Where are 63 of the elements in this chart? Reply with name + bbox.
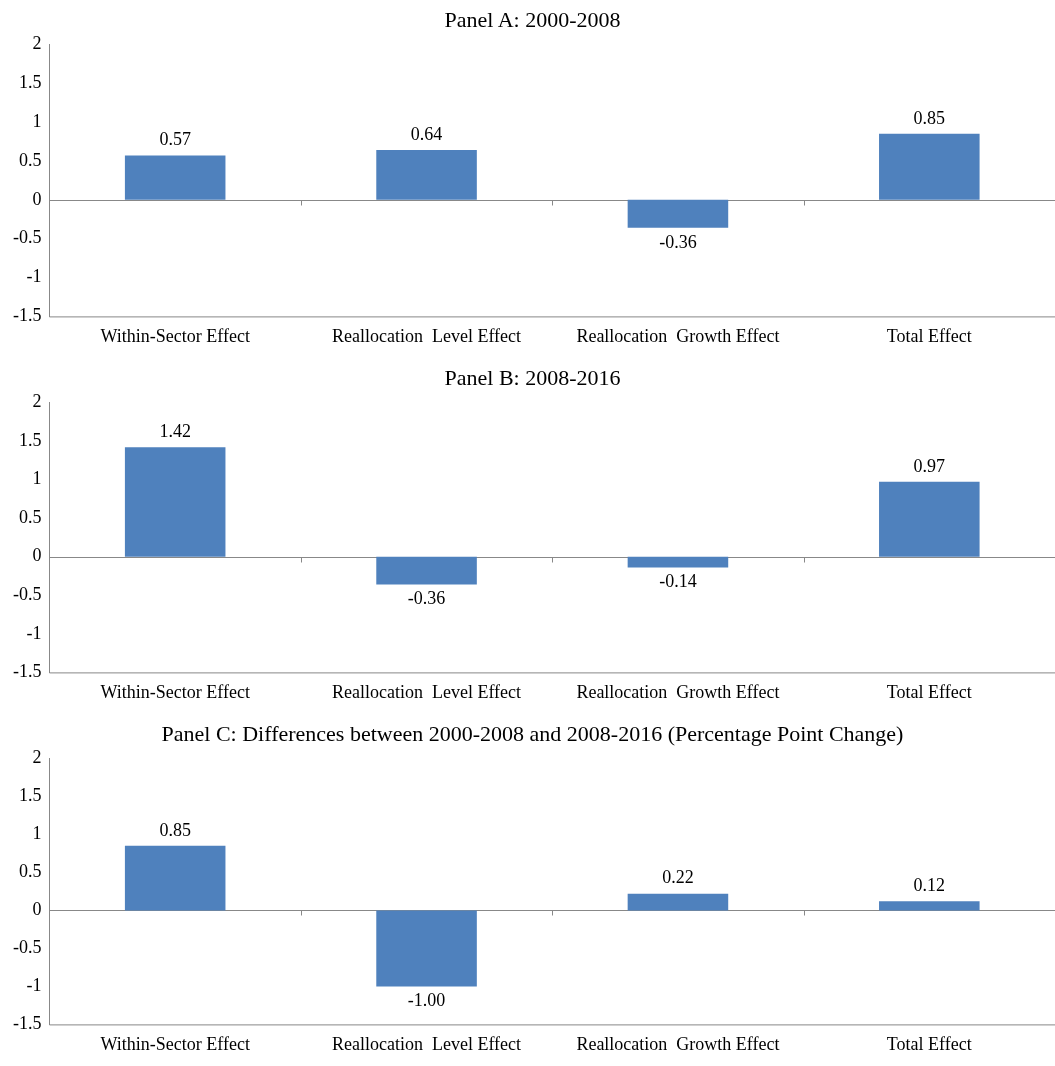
data-label: 0.22 bbox=[662, 867, 694, 888]
y-tick-label: 2 bbox=[32, 747, 42, 768]
y-tick-label: -1 bbox=[26, 266, 42, 287]
x-tick-label: Reallocation Growth Effect bbox=[576, 325, 780, 346]
bar bbox=[376, 910, 477, 987]
data-label: 0.12 bbox=[913, 875, 946, 896]
y-tick-label: 2 bbox=[32, 33, 42, 54]
y-tick-label: 0 bbox=[32, 188, 42, 209]
data-label: 0.64 bbox=[410, 123, 443, 144]
data-label: 0.57 bbox=[159, 129, 191, 150]
chart-title: Panel C: Differences between 2000-2008 and 2008-2016 (Percentage Point Change) bbox=[161, 720, 904, 746]
y-tick-label: 1 bbox=[32, 468, 42, 489]
y-tick-label: -0.5 bbox=[12, 583, 42, 604]
chart-title: Panel B: 2008-2016 bbox=[444, 364, 621, 390]
y-tick-label: 2 bbox=[32, 391, 42, 412]
bar bbox=[627, 556, 729, 568]
y-tick-label: 0.5 bbox=[18, 861, 42, 882]
y-tick-label: 1.5 bbox=[18, 429, 42, 450]
y-tick-label: -1.5 bbox=[12, 305, 42, 326]
x-tick-label: Total Effect bbox=[886, 325, 972, 346]
data-label: 0.85 bbox=[913, 107, 946, 128]
bar bbox=[124, 845, 226, 911]
x-tick-label: Total Effect bbox=[886, 1033, 972, 1054]
x-tick-label: Reallocation Growth Effect bbox=[576, 681, 780, 702]
x-tick-label: Within-Sector Effect bbox=[100, 325, 250, 346]
x-tick-label: Reallocation Level Effect bbox=[332, 1033, 522, 1054]
chart-title: Panel A: 2000-2008 bbox=[444, 6, 621, 32]
data-label: -1.00 bbox=[407, 990, 446, 1011]
y-tick-label: -1 bbox=[26, 975, 42, 996]
bar bbox=[879, 133, 980, 200]
bar bbox=[376, 150, 477, 200]
y-tick-label: -1.5 bbox=[12, 1013, 42, 1034]
x-tick-label: Within-Sector Effect bbox=[100, 681, 250, 702]
y-tick-label: 1 bbox=[32, 110, 42, 131]
bar bbox=[124, 155, 226, 200]
data-label: 0.97 bbox=[913, 455, 946, 476]
bar bbox=[124, 447, 226, 557]
y-tick-label: -1 bbox=[26, 622, 42, 643]
bar bbox=[627, 893, 729, 911]
bar bbox=[879, 481, 980, 557]
bar bbox=[627, 199, 729, 228]
data-label: -0.36 bbox=[407, 588, 446, 609]
y-tick-label: 0 bbox=[32, 545, 42, 566]
x-tick-label: Reallocation Level Effect bbox=[332, 681, 522, 702]
x-tick-label: Reallocation Level Effect bbox=[332, 325, 522, 346]
x-tick-label: Total Effect bbox=[886, 681, 972, 702]
y-tick-label: -0.5 bbox=[12, 937, 42, 958]
data-label: 0.85 bbox=[159, 819, 191, 840]
y-tick-label: 0.5 bbox=[18, 149, 42, 170]
bar bbox=[879, 901, 980, 911]
x-tick-label: Reallocation Growth Effect bbox=[576, 1033, 780, 1054]
y-tick-label: 0 bbox=[32, 899, 42, 920]
data-label: -0.36 bbox=[659, 231, 697, 252]
y-tick-label: 1.5 bbox=[18, 71, 42, 92]
x-tick-label: Within-Sector Effect bbox=[100, 1033, 250, 1054]
y-tick-label: 0.5 bbox=[18, 506, 42, 527]
y-tick-label: 1.5 bbox=[18, 785, 42, 806]
y-tick-label: -1.5 bbox=[12, 661, 42, 682]
data-label: 1.42 bbox=[159, 420, 191, 441]
y-tick-label: 1 bbox=[32, 823, 42, 844]
y-tick-label: -0.5 bbox=[12, 227, 42, 248]
bar bbox=[376, 556, 477, 585]
data-label: -0.14 bbox=[659, 571, 697, 592]
